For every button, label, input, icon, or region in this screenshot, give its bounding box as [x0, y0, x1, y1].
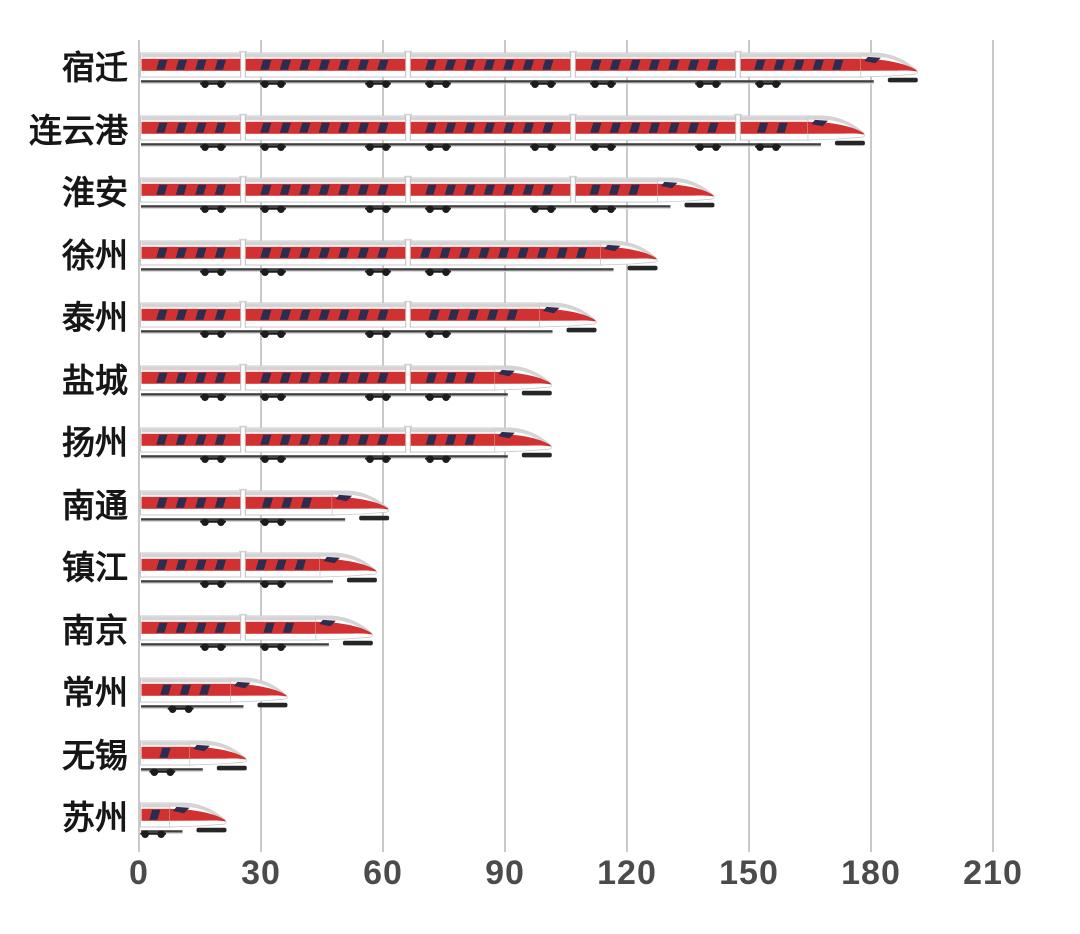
- x-tick-label: 150: [719, 854, 779, 892]
- x-tick-label: 180: [841, 854, 901, 892]
- gridline: [992, 40, 994, 852]
- x-tick-label: 210: [963, 854, 1023, 892]
- x-tick-label: 60: [363, 854, 403, 892]
- train-pictogram: [139, 541, 383, 600]
- x-tick-label: 90: [485, 854, 525, 892]
- category-label: 南京: [62, 611, 128, 649]
- train-pictogram: [139, 229, 664, 288]
- train-pictogram: [139, 416, 558, 475]
- gridline: [870, 40, 872, 852]
- category-label: 镇江: [62, 549, 128, 586]
- category-label: 苏州: [62, 799, 128, 836]
- gridline: [626, 40, 628, 852]
- category-label: 淮安: [62, 174, 128, 211]
- train-pictogram: [139, 354, 558, 413]
- train-pictogram: [139, 479, 396, 538]
- category-label: 常州: [62, 674, 128, 711]
- category-label: 徐州: [62, 236, 128, 274]
- category-label: 盐城: [62, 361, 128, 399]
- x-tick-label: 120: [597, 854, 657, 892]
- train-pictogram: [139, 104, 871, 163]
- category-label: 南通: [62, 486, 128, 524]
- gridline: [138, 40, 140, 852]
- train-pictogram: [139, 41, 924, 100]
- gridline: [748, 40, 750, 852]
- x-tick-label: 0: [129, 854, 149, 892]
- train-pictogram: [139, 791, 233, 850]
- category-label: 泰州: [62, 299, 128, 336]
- category-label: 连云港: [29, 111, 128, 149]
- x-tick-label: 30: [241, 854, 281, 892]
- category-label: 扬州: [62, 424, 128, 461]
- train-pictogram: [139, 604, 379, 663]
- train-pictogram: [139, 666, 294, 725]
- train-pictogram: [139, 729, 253, 788]
- category-label: 无锡: [62, 736, 128, 774]
- category-label: 宿迁: [62, 49, 128, 86]
- train-pictogram: [139, 166, 721, 225]
- train-pictogram: [139, 291, 603, 350]
